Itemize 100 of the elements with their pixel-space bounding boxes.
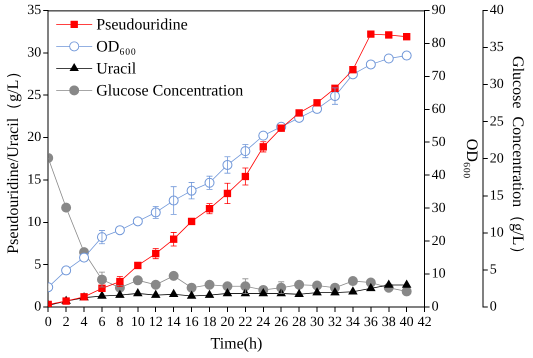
point [133,288,142,296]
point [168,270,179,281]
point [402,32,410,40]
point [312,288,322,296]
y2-tick-label: 20 [432,234,446,249]
x-tick-label: 16 [184,315,199,330]
x-tick-label: 10 [130,315,145,330]
point [222,281,232,292]
x-tick-label: 36 [364,315,378,330]
point [188,218,196,226]
x-tick-label: 34 [346,315,360,330]
x-tick-label: 12 [148,315,163,330]
y3-tick-label: 10 [490,226,504,241]
legend-label: Glucose Concentration [96,82,244,100]
x-tick-label: 6 [98,315,106,330]
point [223,288,232,296]
point [384,54,394,64]
y3-tick-label: 30 [490,77,504,92]
point [258,130,268,141]
y3-tick-label: 20 [490,151,504,166]
y-tick-label: 30 [27,45,42,60]
y2-tick-label: 30 [432,200,446,216]
point [294,280,304,290]
x-tick-label: 28 [292,315,306,330]
x-tick-label: 30 [310,315,324,330]
legend-label: Pseudouridine [96,16,188,34]
point [61,265,72,276]
point [114,225,125,236]
point [366,283,376,292]
x-tick-label: 22 [238,315,252,330]
y3-tick-label: 0 [490,300,497,315]
x-tick-label: 2 [62,315,70,330]
y-tick-label: 35 [27,3,42,18]
x-tick-label: 0 [44,315,52,330]
point [132,275,143,286]
y3-tick-label: 5 [490,262,497,278]
x-tick-label: 38 [382,315,396,330]
point [348,286,358,294]
point [116,290,124,298]
y-tick-label: 0 [34,300,42,315]
y-axis-title: Pseudouridine/Uracil（g/L） [4,64,22,254]
point [79,252,90,263]
y3-tick-label: 40 [490,3,504,18]
point [367,30,375,38]
y3-tick-label: 15 [490,188,504,204]
point [366,59,376,70]
point [205,290,214,298]
y2-tick-label: 70 [432,68,446,84]
point [349,66,357,74]
y2-axis-title: OD₆₀₀ [462,138,480,179]
y2-tick-label: 50 [432,134,446,150]
point [312,280,322,290]
point [402,50,412,61]
y3-tick-label: 35 [490,40,504,56]
x-tick-label: 18 [202,315,217,330]
y3-axis-title: Glucose Concentration（g/L） [509,56,526,262]
x-axis-title: Time(h) [210,336,262,353]
point [295,109,303,117]
y2-tick-label: 80 [432,36,446,52]
x-tick-label: 8 [116,315,124,330]
point [170,236,178,243]
point [132,216,143,226]
y2-tick-label: 0 [432,300,439,315]
x-tick-label: 4 [80,315,88,330]
y-tick-label: 25 [27,88,42,103]
point [186,282,197,293]
point [384,280,394,288]
point [330,288,340,296]
y-tick-label: 20 [27,130,42,146]
y2-tick-label: 40 [432,168,446,183]
x-tick-label: 42 [418,315,432,330]
x-tick-label: 40 [400,315,414,330]
point [151,290,160,298]
point [348,276,358,286]
point [313,99,321,106]
y-tick-label: 15 [27,172,42,188]
point [278,124,285,132]
y2-tick-label: 60 [432,102,446,117]
y3-tick-label: 25 [490,114,504,130]
x-tick-label: 24 [256,315,270,330]
legend-label: Uracil [96,60,137,78]
y2-tick-label: 10 [432,266,446,282]
y2-tick-label: 90 [432,3,446,18]
point [204,280,215,290]
x-tick-label: 20 [220,315,234,330]
y-tick-label: 10 [27,214,42,230]
point [187,290,196,299]
x-tick-label: 32 [328,315,342,330]
point [402,280,412,288]
x-tick-label: 26 [274,315,288,330]
legend-label: OD₆₀₀ [96,38,136,56]
point [402,286,412,296]
x-tick-label: 14 [166,315,181,330]
point [168,196,179,206]
point [61,202,72,213]
y-tick-label: 5 [34,257,42,272]
point [169,289,178,298]
point [134,262,142,270]
point [294,289,304,298]
point [385,31,392,39]
